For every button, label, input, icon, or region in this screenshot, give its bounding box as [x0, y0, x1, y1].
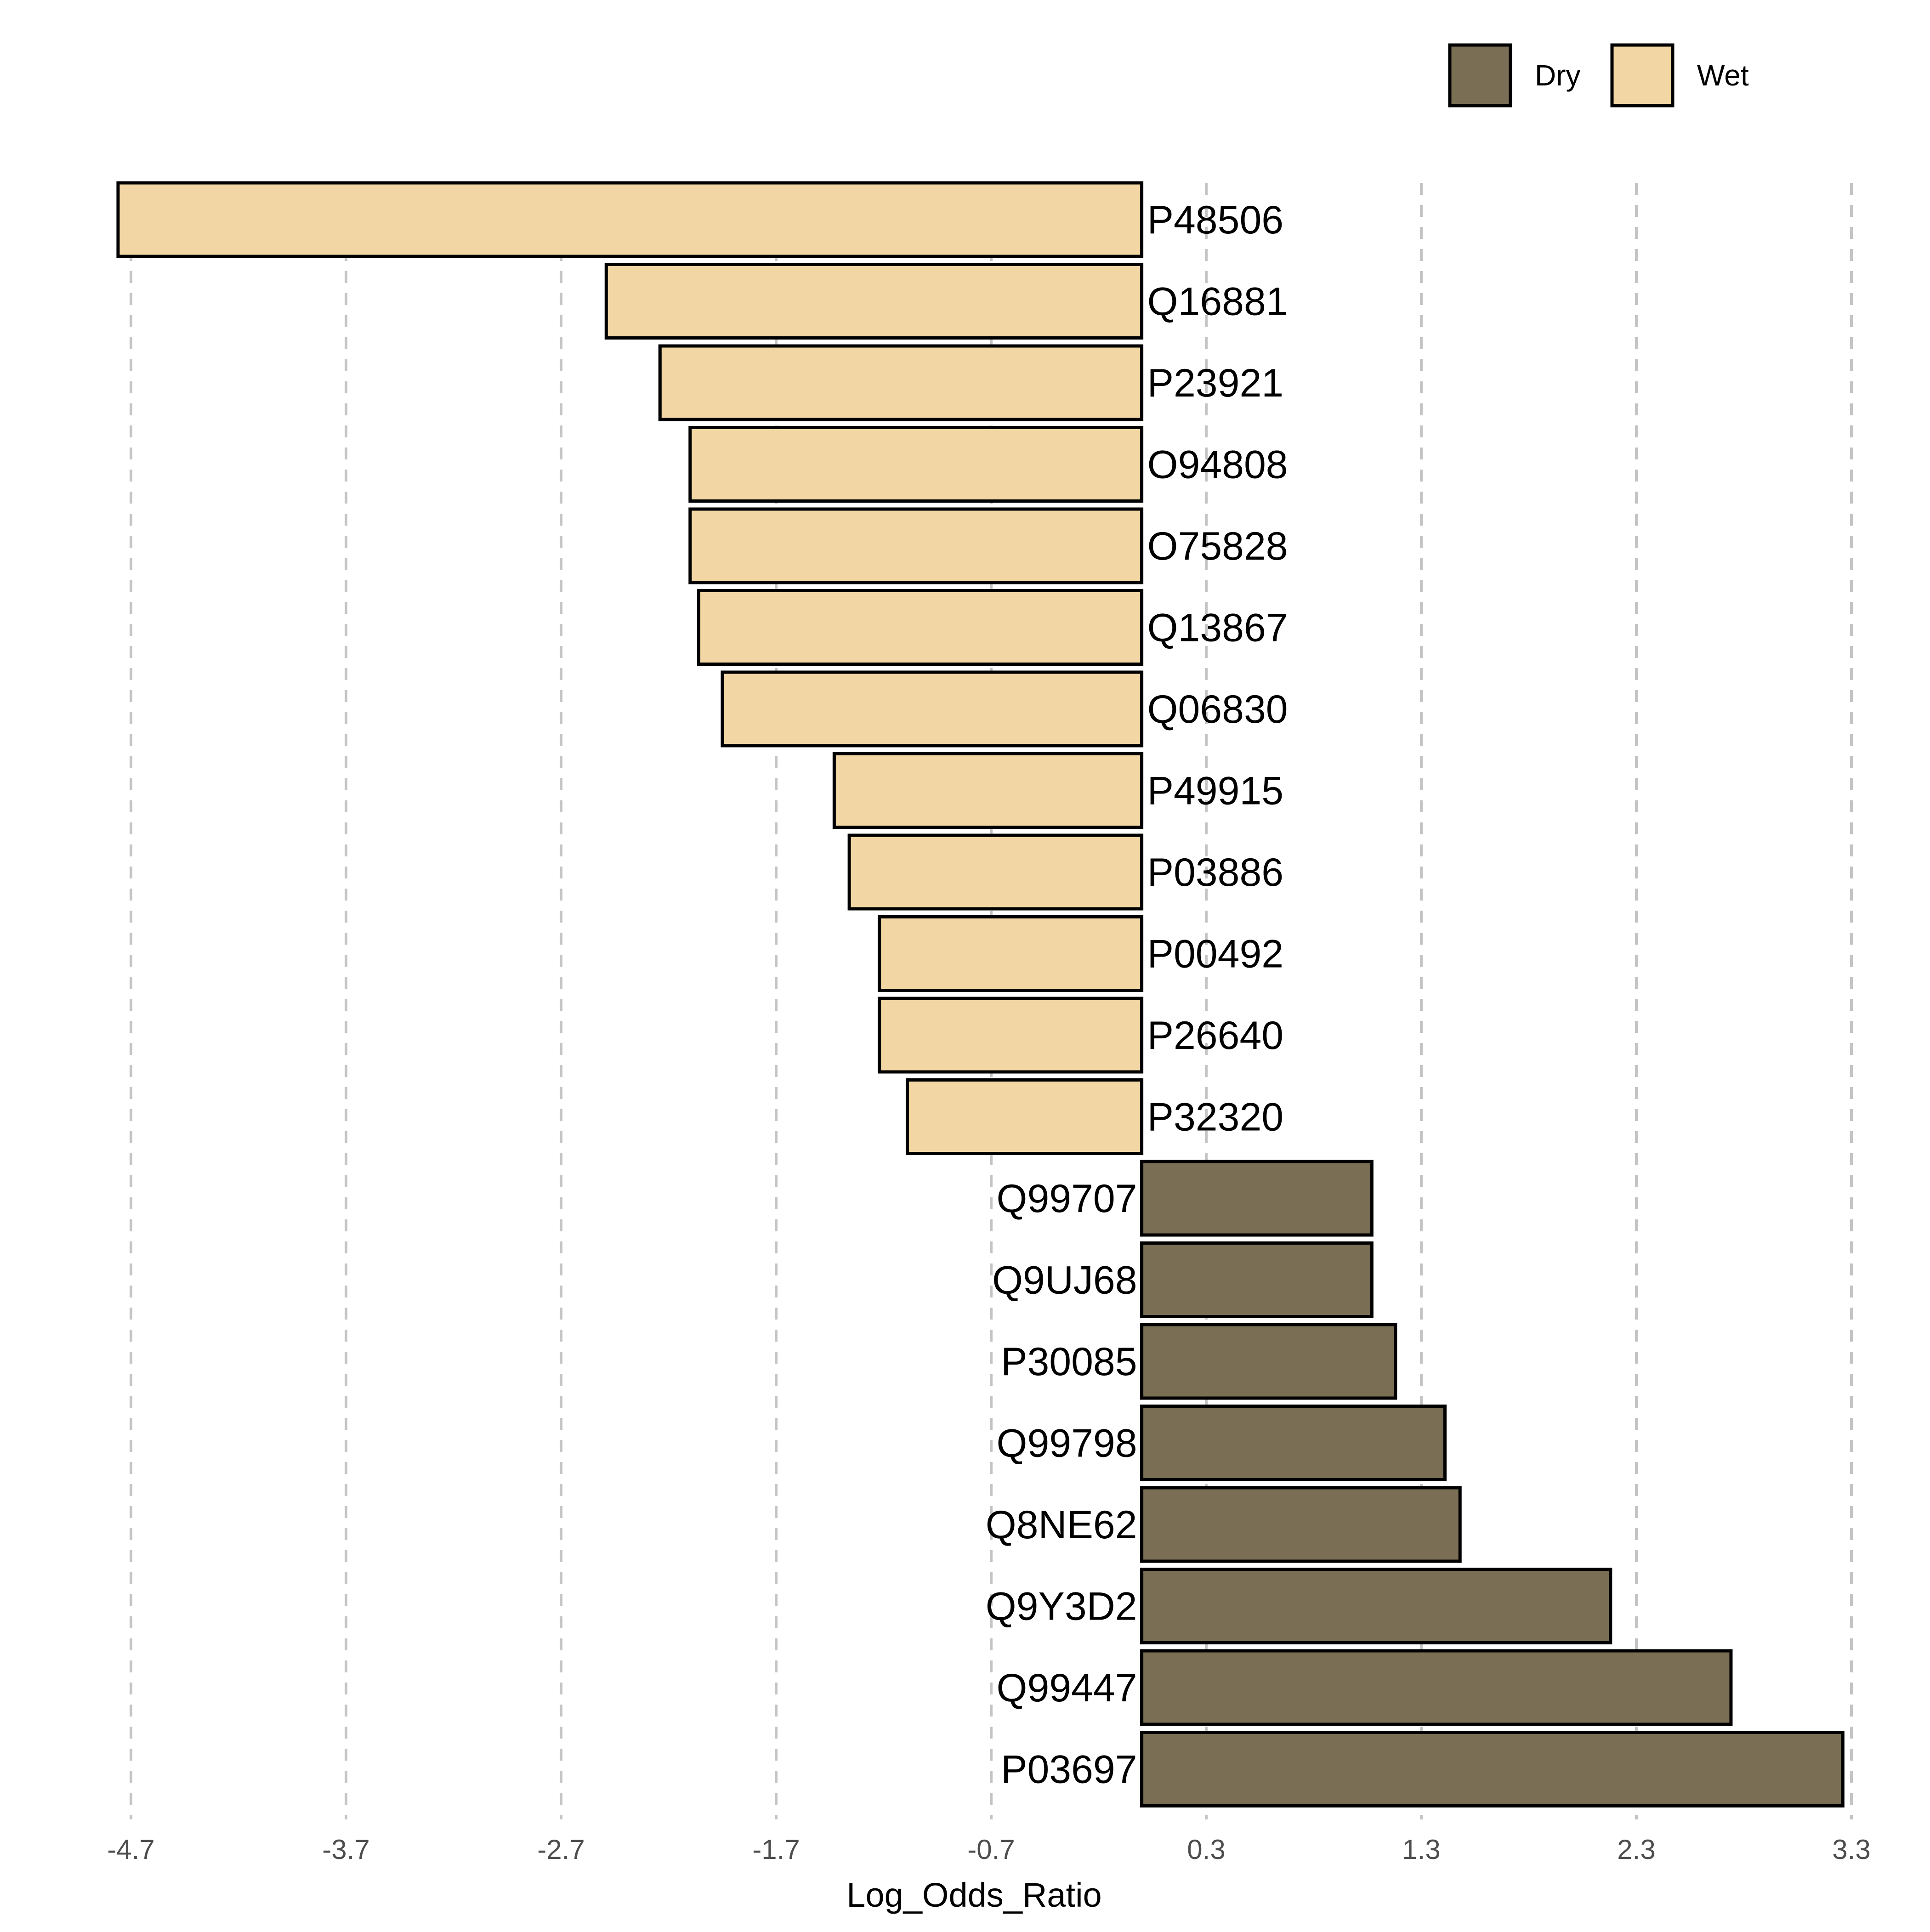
- x-tick-label: -4.7: [107, 1834, 154, 1865]
- bar-q9y3d2: [1140, 1568, 1612, 1644]
- x-axis-title: Log_Odds_Ratio: [846, 1876, 1101, 1914]
- x-tick-label: -1.7: [752, 1834, 800, 1865]
- bar-label: O94808: [1147, 443, 1288, 487]
- legend: Dry Wet: [1448, 43, 1749, 108]
- bar-label: Q06830: [1147, 687, 1288, 731]
- bar-label: Q99798: [997, 1422, 1137, 1466]
- x-tick-label: 1.3: [1402, 1834, 1440, 1865]
- bar-p23921: [658, 344, 1144, 421]
- bar-o94808: [688, 426, 1144, 503]
- bar-label: P23921: [1147, 361, 1284, 405]
- bar-p49915: [832, 752, 1144, 829]
- legend-label-dry: Dry: [1535, 59, 1581, 92]
- bar-p03886: [847, 833, 1144, 911]
- legend-key-wet: [1610, 43, 1675, 108]
- bar-label: O75828: [1147, 524, 1288, 568]
- bar-labels: P48506 Q16881 P23921 O94808 O75828 Q13867 Q068…: [986, 198, 1288, 1792]
- x-tick-label: 0.3: [1187, 1834, 1225, 1865]
- bar-p48506: [116, 181, 1144, 258]
- bar-q13867: [697, 589, 1144, 666]
- bar-label: Q13867: [1147, 606, 1288, 650]
- legend-label-wet: Wet: [1697, 59, 1749, 92]
- x-tick-label: -0.7: [967, 1834, 1015, 1865]
- bar-label: Q9Y3D2: [986, 1585, 1137, 1629]
- bar-q99798: [1140, 1405, 1447, 1481]
- bar-label: Q99707: [997, 1177, 1137, 1221]
- bar-label: P26640: [1147, 1014, 1284, 1058]
- x-tick-label: 3.3: [1832, 1834, 1870, 1865]
- x-tick-label: -2.7: [537, 1834, 585, 1865]
- bar-label: Q9UJ68: [992, 1258, 1137, 1303]
- bar-o75828: [688, 507, 1144, 584]
- bar-label: Q99447: [997, 1666, 1137, 1710]
- bar-q8ne62: [1140, 1486, 1462, 1563]
- bar-q16881: [604, 263, 1144, 340]
- bar-p26640: [878, 997, 1144, 1074]
- bar-q99707: [1140, 1160, 1374, 1237]
- bar-label: P03886: [1147, 850, 1284, 895]
- legend-key-dry: [1448, 43, 1512, 108]
- bars: [116, 181, 1845, 1807]
- bar-label: Q16881: [1147, 280, 1288, 324]
- bar-label: P32320: [1147, 1095, 1284, 1139]
- bar-label: P49915: [1147, 769, 1284, 813]
- bar-p00492: [878, 915, 1144, 992]
- bar-label: P00492: [1147, 932, 1284, 976]
- x-tick-label: -3.7: [322, 1834, 369, 1865]
- bar-label: P48506: [1147, 198, 1284, 242]
- x-axis-ticks: -4.7 -3.7 -2.7 -1.7 -0.7 0.3 1.3 2.3 3.3: [107, 1834, 1870, 1865]
- bar-p30085: [1140, 1323, 1397, 1400]
- bar-q99447: [1140, 1649, 1733, 1726]
- bar-q9uj68: [1140, 1241, 1374, 1318]
- bar-label: Q8NE62: [986, 1503, 1137, 1547]
- bar-p03697: [1140, 1731, 1845, 1807]
- bar-label: P03697: [1001, 1748, 1137, 1792]
- x-tick-label: 2.3: [1617, 1834, 1655, 1865]
- bar-label: P30085: [1001, 1340, 1137, 1384]
- bar-q06830: [721, 670, 1144, 748]
- bar-p32320: [905, 1078, 1144, 1155]
